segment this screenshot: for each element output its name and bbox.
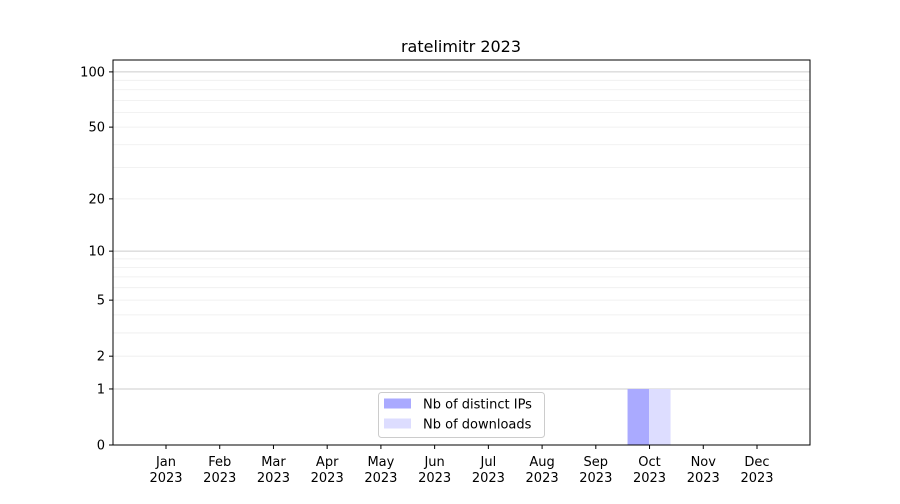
x-tick-label-month: May bbox=[367, 455, 394, 470]
x-tick-label-year: 2023 bbox=[311, 471, 344, 486]
x-tick-label-year: 2023 bbox=[526, 471, 559, 486]
legend-label: Nb of downloads bbox=[423, 418, 532, 433]
x-tick-label-year: 2023 bbox=[472, 471, 505, 486]
x-tick-label-year: 2023 bbox=[418, 471, 451, 486]
legend-swatch bbox=[384, 418, 411, 429]
x-tick-label-month: Dec bbox=[744, 455, 769, 470]
x-tick-label-year: 2023 bbox=[633, 471, 666, 486]
x-tick-label-month: Nov bbox=[691, 455, 717, 470]
x-tick-label-year: 2023 bbox=[203, 471, 236, 486]
legend-swatch bbox=[384, 398, 411, 409]
x-tick-label-month: Apr bbox=[316, 455, 339, 470]
legend: Nb of distinct IPs Nb of downloads bbox=[378, 392, 545, 438]
x-tick-label-month: Jun bbox=[423, 455, 444, 470]
x-tick-label-year: 2023 bbox=[579, 471, 612, 486]
chart-title: ratelimitr 2023 bbox=[401, 37, 521, 56]
y-axis: 0 1 2 5 10 20 50 100 bbox=[80, 65, 113, 454]
bars bbox=[627, 388, 671, 445]
y-tick-label: 2 bbox=[97, 350, 105, 365]
x-tick-label-month: Oct bbox=[638, 455, 660, 470]
y-tick-label: 0 bbox=[97, 439, 105, 454]
y-tick-label: 20 bbox=[88, 192, 105, 207]
y-tick-label: 5 bbox=[97, 294, 105, 309]
bar-nb-of-downloads bbox=[649, 388, 671, 445]
x-axis: Jan2023Feb2023Mar2023Apr2023May2023Jun20… bbox=[149, 445, 774, 486]
legend-label: Nb of distinct IPs bbox=[423, 398, 532, 413]
x-tick-label-month: Jul bbox=[480, 455, 497, 470]
y-tick-label: 1 bbox=[97, 382, 105, 397]
x-tick-label-month: Jan bbox=[155, 455, 176, 470]
x-tick-label-year: 2023 bbox=[740, 471, 773, 486]
x-tick-label-year: 2023 bbox=[687, 471, 720, 486]
plot-frame bbox=[112, 59, 811, 446]
x-tick-label-month: Aug bbox=[529, 455, 554, 470]
x-tick-label-year: 2023 bbox=[257, 471, 290, 486]
y-tick-label: 100 bbox=[80, 65, 105, 80]
x-tick-label-year: 2023 bbox=[364, 471, 397, 486]
y-tick-label: 10 bbox=[88, 245, 105, 260]
x-tick-label-year: 2023 bbox=[149, 471, 182, 486]
x-tick-label-month: Feb bbox=[208, 455, 231, 470]
y-tick-label: 50 bbox=[88, 121, 105, 136]
x-tick-label-month: Sep bbox=[584, 455, 609, 470]
x-tick-label-month: Mar bbox=[261, 455, 286, 470]
bar-nb-of-distinct-ips bbox=[627, 388, 650, 445]
grid bbox=[113, 71, 810, 390]
legend-box bbox=[378, 392, 545, 438]
